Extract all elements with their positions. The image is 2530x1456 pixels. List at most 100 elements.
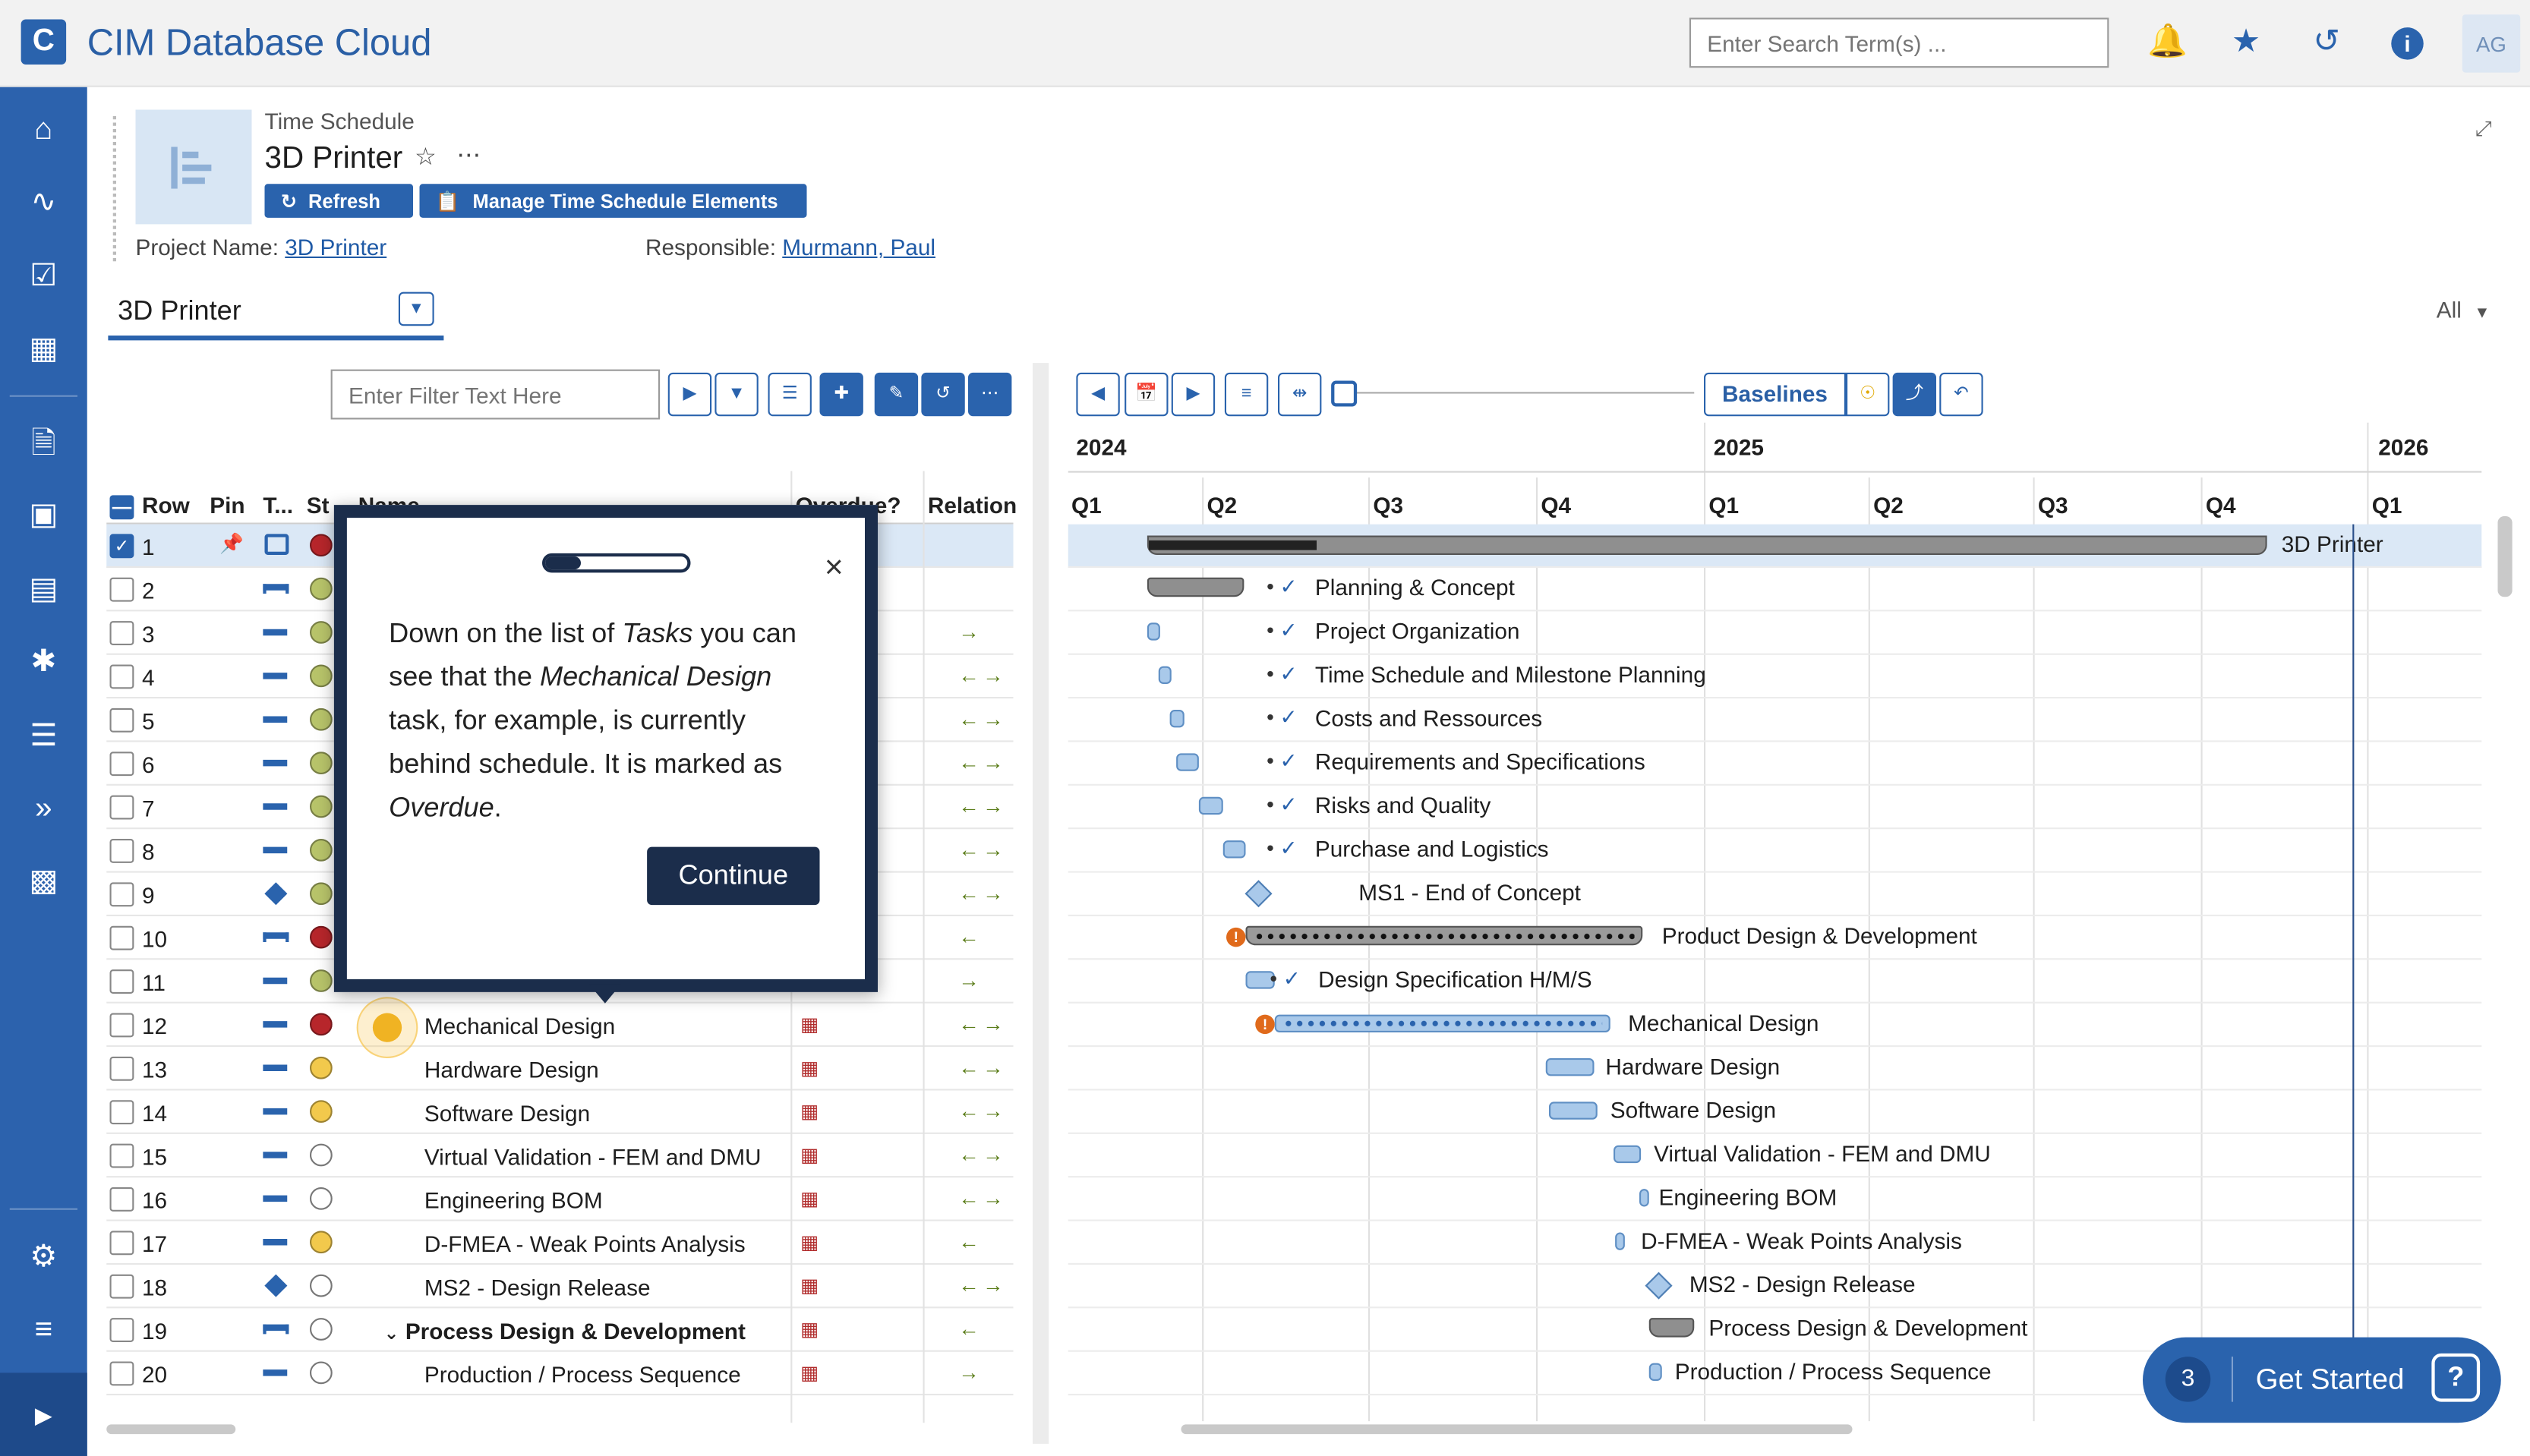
task-bar[interactable]: [1158, 666, 1172, 684]
table-row[interactable]: 19 ⌄ Process Design & Development ▦ ←: [106, 1308, 1014, 1352]
close-icon[interactable]: ×: [824, 550, 844, 586]
activity-icon[interactable]: ∿: [30, 185, 57, 219]
task-bar[interactable]: [1222, 840, 1246, 859]
task-bar[interactable]: [1549, 1101, 1598, 1120]
table-row[interactable]: 14 Software Design ▦ ←→: [106, 1091, 1014, 1134]
responsible-link[interactable]: Murmann, Paul: [782, 234, 936, 260]
task-bar[interactable]: [1176, 753, 1199, 771]
table-row[interactable]: 18 MS2 - Design Release ▦ ←→: [106, 1265, 1014, 1309]
baselines-button[interactable]: Baselines: [1704, 372, 1846, 417]
row-name[interactable]: ⌄ Process Design & Development: [383, 1318, 746, 1344]
row-name[interactable]: Hardware Design: [424, 1056, 599, 1083]
gantt-row[interactable]: [1068, 1134, 2482, 1178]
task-bar[interactable]: [1639, 1189, 1649, 1207]
gantt-row[interactable]: [1068, 1004, 2482, 1048]
row-checkbox[interactable]: [109, 925, 134, 950]
more-options-icon[interactable]: ⋯: [456, 142, 481, 170]
table-row[interactable]: 13 Hardware Design ▦ ←→: [106, 1047, 1014, 1091]
row-checkbox[interactable]: [109, 969, 134, 994]
star-icon[interactable]: ★: [2231, 24, 2261, 60]
summary-bar[interactable]: [1245, 925, 1643, 946]
gantt-row[interactable]: [1068, 698, 2482, 742]
forward-icon[interactable]: »: [35, 792, 52, 826]
row-checkbox[interactable]: [109, 752, 134, 777]
relation-arrows-icon[interactable]: ←→: [958, 750, 1007, 774]
relation-arrows-icon[interactable]: ←→: [958, 706, 1007, 731]
tour-hotspot[interactable]: [356, 997, 418, 1058]
summary-bar[interactable]: [1147, 577, 1244, 597]
row-checkbox[interactable]: [109, 577, 134, 602]
gantt-row[interactable]: [1068, 786, 2482, 830]
favorite-star-icon[interactable]: ☆: [415, 143, 437, 172]
list-icon[interactable]: ☰: [30, 719, 58, 754]
settings-icon[interactable]: ⚙: [30, 1240, 58, 1275]
share-button[interactable]: ↺: [921, 372, 965, 417]
schedule-tab[interactable]: 3D Printer: [108, 285, 444, 341]
row-checkbox[interactable]: [109, 839, 134, 863]
row-name[interactable]: Engineering BOM: [424, 1187, 603, 1213]
col-type[interactable]: T...: [263, 492, 294, 518]
filter-input[interactable]: [330, 369, 661, 420]
task-bar[interactable]: [1147, 622, 1160, 641]
pane-splitter[interactable]: [1033, 363, 1049, 1444]
sliders-icon[interactable]: ≡: [34, 1313, 53, 1347]
row-checkbox[interactable]: [109, 1013, 134, 1038]
tasks-icon[interactable]: ☑: [30, 260, 58, 294]
gantt-row[interactable]: [1068, 829, 2482, 873]
row-checkbox[interactable]: [109, 1187, 134, 1212]
table-row[interactable]: 9 ←→: [106, 873, 1014, 916]
relation-arrows-icon[interactable]: →: [958, 619, 983, 644]
relation-arrows-icon[interactable]: ←→: [958, 1054, 1007, 1079]
row-checkbox[interactable]: ✓: [109, 534, 134, 559]
col-pin[interactable]: Pin: [210, 492, 245, 518]
chevron-down-icon[interactable]: ⌄: [383, 1324, 399, 1344]
col-row[interactable]: Row: [142, 492, 190, 518]
gantt-horizontal-scrollbar[interactable]: [1181, 1424, 1853, 1435]
relation-arrows-icon[interactable]: ←→: [958, 663, 1007, 688]
gantt-next-button[interactable]: ▶: [1171, 372, 1216, 417]
relation-arrows-icon[interactable]: ←→: [958, 1142, 1007, 1167]
summary-bar[interactable]: [1648, 1318, 1695, 1338]
table-row[interactable]: 15 Virtual Validation - FEM and DMU ▦ ←→: [106, 1134, 1014, 1178]
row-checkbox[interactable]: [109, 1056, 134, 1081]
row-checkbox[interactable]: [109, 795, 134, 820]
tab-dropdown-icon[interactable]: ▼: [398, 292, 434, 326]
gantt-row[interactable]: [1068, 1091, 2482, 1134]
col-relation[interactable]: Relation: [927, 492, 1017, 518]
gantt-row[interactable]: [1068, 655, 2482, 699]
drag-grip[interactable]: [112, 116, 123, 262]
relation-arrows-icon[interactable]: →: [958, 1360, 983, 1385]
row-checkbox[interactable]: [109, 1100, 134, 1125]
row-name[interactable]: Software Design: [424, 1100, 591, 1127]
row-checkbox[interactable]: [109, 1231, 134, 1256]
task-bar[interactable]: [1198, 796, 1223, 815]
expand-sidebar-icon[interactable]: ▶: [0, 1372, 87, 1456]
project-name-link[interactable]: 3D Printer: [285, 234, 387, 260]
row-name[interactable]: Mechanical Design: [424, 1013, 616, 1039]
relation-arrows-icon[interactable]: ←→: [958, 793, 1007, 818]
more-actions-button[interactable]: ⋯: [968, 372, 1012, 417]
table-row[interactable]: 16 Engineering BOM ▦ ←→: [106, 1177, 1014, 1221]
building-icon[interactable]: ▩: [29, 865, 58, 899]
grid-horizontal-scrollbar[interactable]: [106, 1424, 236, 1435]
edit-button[interactable]: ✎: [874, 372, 919, 417]
gantt-row[interactable]: [1068, 916, 2482, 960]
filter-all-select[interactable]: All ▼: [2436, 297, 2491, 323]
continue-button[interactable]: Continue: [647, 846, 820, 906]
gantt-indent-button[interactable]: ≡: [1224, 372, 1269, 417]
table-row[interactable]: 12 Mechanical Design ▦ ←→: [106, 1004, 1014, 1048]
task-bar[interactable]: [1615, 1232, 1625, 1250]
gantt-row[interactable]: [1068, 1047, 2482, 1091]
task-bar[interactable]: [1169, 710, 1185, 728]
gantt-prev-button[interactable]: ◀: [1076, 372, 1120, 417]
get-started-button[interactable]: 3 Get Started ?: [2143, 1337, 2501, 1423]
next-filter-button[interactable]: ▶: [667, 372, 712, 417]
list-view-button[interactable]: ☰: [768, 372, 812, 417]
table-row[interactable]: 20 Production / Process Sequence ▦ →: [106, 1352, 1014, 1396]
gantt-row[interactable]: [1068, 1308, 2482, 1352]
project-summary-bar[interactable]: [1147, 535, 2267, 555]
add-button[interactable]: ✚: [819, 372, 863, 417]
relation-arrows-icon[interactable]: ←: [958, 924, 983, 949]
relation-arrows-icon[interactable]: ←→: [958, 1185, 1007, 1210]
row-checkbox[interactable]: [109, 664, 134, 689]
